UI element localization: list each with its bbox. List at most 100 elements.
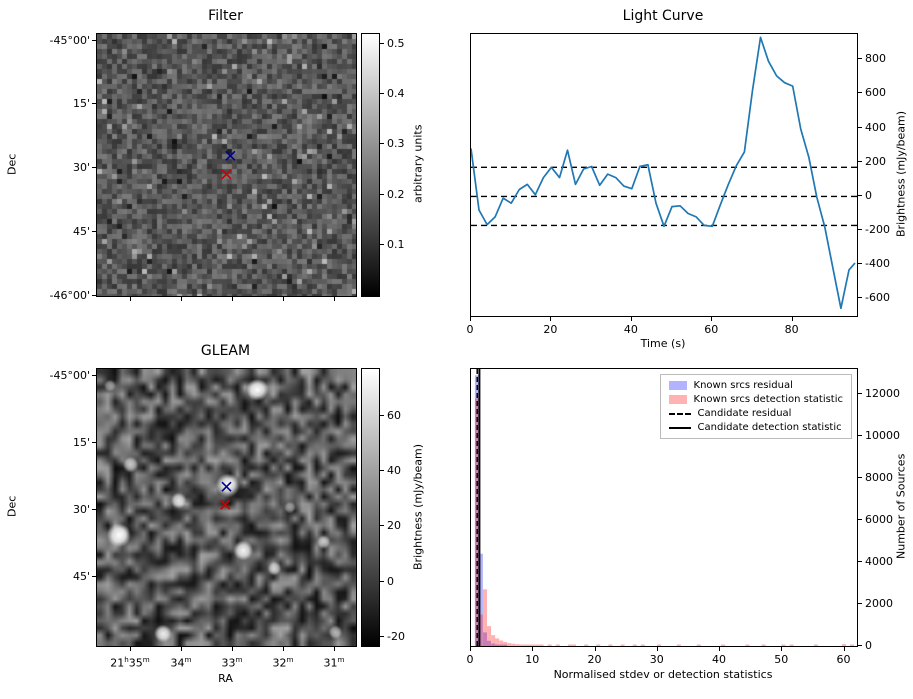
histogram-xtick — [719, 647, 721, 651]
filter-ytick — [92, 103, 96, 105]
hist-bar — [632, 644, 637, 646]
legend-item: Candidate detection statistic — [668, 422, 843, 433]
filter-colorbar-tick-label: 0.5 — [387, 36, 405, 50]
x-marker — [225, 150, 236, 161]
lightcurve-xtick-label: 40 — [623, 323, 638, 336]
hist-bar — [515, 644, 520, 646]
histogram-ytick — [858, 476, 862, 478]
legend-label: Known srcs residual — [693, 380, 793, 391]
lightcurve-title: Light Curve — [622, 8, 704, 24]
hist-bar — [499, 640, 504, 646]
gleam-colorbar-tick — [380, 580, 384, 582]
legend-item: Known srcs detection statistic — [668, 394, 843, 405]
gleam-colorbar — [361, 368, 380, 647]
gleam-ytick — [92, 374, 96, 376]
histogram-xtick-label: 20 — [587, 653, 602, 666]
hist-bar — [841, 644, 846, 646]
filter-ytick — [92, 230, 96, 232]
lightcurve-panel — [470, 33, 858, 317]
histogram-xtick — [781, 647, 783, 651]
gleam-ytick — [92, 441, 96, 443]
gleam-colorbar-tick-label: -20 — [387, 630, 405, 644]
hist-bar — [531, 644, 536, 646]
lightcurve-ytick — [858, 92, 862, 94]
histogram-ytick-label: 2000 — [865, 596, 893, 610]
filter-xtick — [232, 297, 233, 301]
filter-xtick — [334, 297, 335, 301]
lightcurve-xtick — [550, 317, 552, 321]
filter-marker-overlay — [221, 150, 236, 180]
legend-line-swatch — [668, 426, 691, 429]
hist-bar — [584, 644, 589, 646]
histogram-xtick-label: 30 — [649, 653, 664, 666]
filter-colorbar-tick — [380, 143, 384, 145]
filter-ytick-label: 45' — [72, 224, 90, 238]
histogram-ytick — [858, 602, 862, 604]
gleam-ytick — [92, 508, 96, 510]
lightcurve-xtick — [791, 317, 793, 321]
histogram-ytick-label: 12000 — [865, 386, 900, 400]
histogram-legend: Known srcs residual Known srcs detection … — [659, 374, 852, 439]
lightcurve-plot — [471, 36, 857, 310]
lightcurve-ytick — [858, 229, 862, 231]
lightcurve-xtick-label: 80 — [784, 323, 799, 336]
filter-colorbar-tick-label: 0.4 — [387, 86, 405, 100]
gleam-ytick-label: 30' — [72, 502, 90, 516]
filter-ytick — [92, 167, 96, 168]
gleam-xtick — [334, 647, 335, 651]
filter-colorbar-tick — [380, 42, 384, 44]
histogram-xtick-label: 50 — [774, 653, 789, 666]
histogram-ytick — [858, 518, 862, 520]
histogram-ytick-label: 4000 — [865, 554, 893, 568]
lightcurve-xtick-label: 20 — [543, 323, 558, 336]
histogram-plot — [474, 369, 854, 646]
lightcurve-ytick — [858, 126, 862, 128]
filter-xtick — [130, 297, 131, 301]
hist-bar — [789, 644, 794, 646]
gleam-dec-axis-label: Dec — [5, 495, 19, 518]
hist-bar — [491, 635, 496, 646]
histogram-ytick — [858, 392, 862, 394]
legend-label: Candidate residual — [697, 408, 792, 419]
hist-bar — [483, 632, 487, 646]
hist-bar — [487, 626, 491, 646]
gleam-xtick — [232, 647, 233, 651]
filter-colorbar — [361, 33, 380, 297]
histogram-ytick-label: 6000 — [865, 512, 893, 526]
hist-bar — [474, 375, 479, 646]
lightcurve-ytick — [858, 160, 862, 162]
filter-colorbar-tick — [380, 244, 384, 246]
lightcurve-xtick-label: 60 — [704, 323, 719, 336]
legend-patch-swatch — [668, 381, 687, 390]
histogram-xtick — [470, 647, 471, 651]
lightcurve-xlabel: Time (s) — [640, 337, 686, 350]
hist-bar — [483, 589, 487, 646]
lightcurve-xtick — [630, 317, 632, 321]
histogram-ytick-label: 10000 — [865, 428, 900, 442]
hist-bar — [495, 644, 500, 646]
hist-bar — [511, 643, 516, 646]
hist-bar — [495, 638, 500, 646]
histogram-ytick-label: 0 — [865, 638, 872, 652]
histogram-ytick-label: 8000 — [865, 470, 893, 484]
x-marker — [220, 499, 231, 510]
gleam-ytick-label: -45°00' — [49, 368, 91, 382]
histogram-xtick-label: 60 — [836, 653, 851, 666]
gleam-ytick-label: 15' — [72, 435, 90, 449]
gleam-ytick-label: 45' — [72, 569, 90, 583]
legend-item: Candidate residual — [668, 408, 843, 419]
hist-bar — [499, 644, 504, 646]
filter-xtick — [283, 297, 284, 301]
lightcurve-ytick-label: 200 — [865, 154, 886, 168]
gleam-colorbar-tick-label: 60 — [387, 408, 401, 422]
gleam-xlabel: RA — [218, 672, 233, 685]
gleam-colorbar-tick — [380, 525, 384, 527]
lightcurve-ytick — [858, 263, 862, 265]
gleam-xtick-label: 21h35m — [110, 655, 150, 670]
hist-bar — [620, 644, 625, 646]
hist-bar — [487, 640, 491, 646]
histogram-panel — [470, 368, 858, 647]
gleam-colorbar-tick-label: 20 — [387, 519, 401, 533]
filter-ytick-label: -46°00' — [49, 288, 91, 302]
